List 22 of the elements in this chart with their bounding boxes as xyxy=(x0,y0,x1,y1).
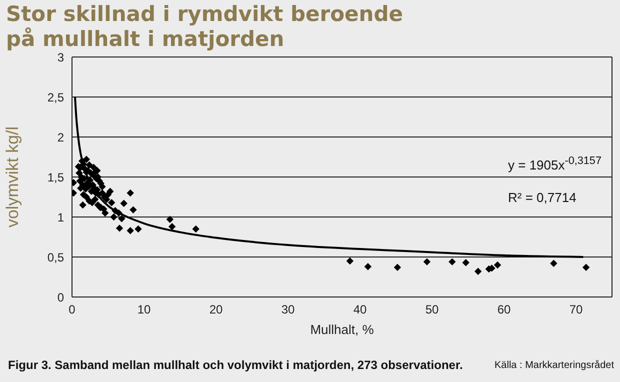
y-tick-label: 0,5 xyxy=(47,250,64,264)
y-tick-label: 0 xyxy=(57,290,64,304)
annotation: R² = 0,7714 xyxy=(508,190,576,206)
x-tick-label: 20 xyxy=(209,302,223,317)
text: Figur 3. Samband mellan mullhalt och volymvikt i matjorden, 273 observationer. xyxy=(8,358,463,372)
x-tick-label: 40 xyxy=(353,302,367,317)
text: Källa : Markkarteringsrådet xyxy=(494,360,614,371)
x-tick-label: 10 xyxy=(137,302,151,317)
x-tick-label: 70 xyxy=(569,302,583,317)
annotation: y = 1905x$^{-0,3157}$ xyxy=(508,154,602,174)
x-tick-label: 0 xyxy=(68,302,76,317)
x-axis-title: Mullhalt, % xyxy=(309,322,375,337)
y-tick-label: 2,5 xyxy=(47,90,64,104)
y-tick-label: 1,5 xyxy=(47,170,64,184)
y-tick-label: 2 xyxy=(57,130,64,144)
y-axis-title: volymvikt kg/l xyxy=(3,126,22,228)
y-tick-label: 1 xyxy=(57,210,64,224)
y-tick-label: 3 xyxy=(57,50,64,64)
x-tick-label: 50 xyxy=(425,302,439,317)
x-tick-label: 60 xyxy=(497,302,511,317)
x-tick-label: 30 xyxy=(281,302,295,317)
chart-title: Stor skillnad i rymdvikt beroende på mullhalt i matjorden xyxy=(6,2,403,52)
